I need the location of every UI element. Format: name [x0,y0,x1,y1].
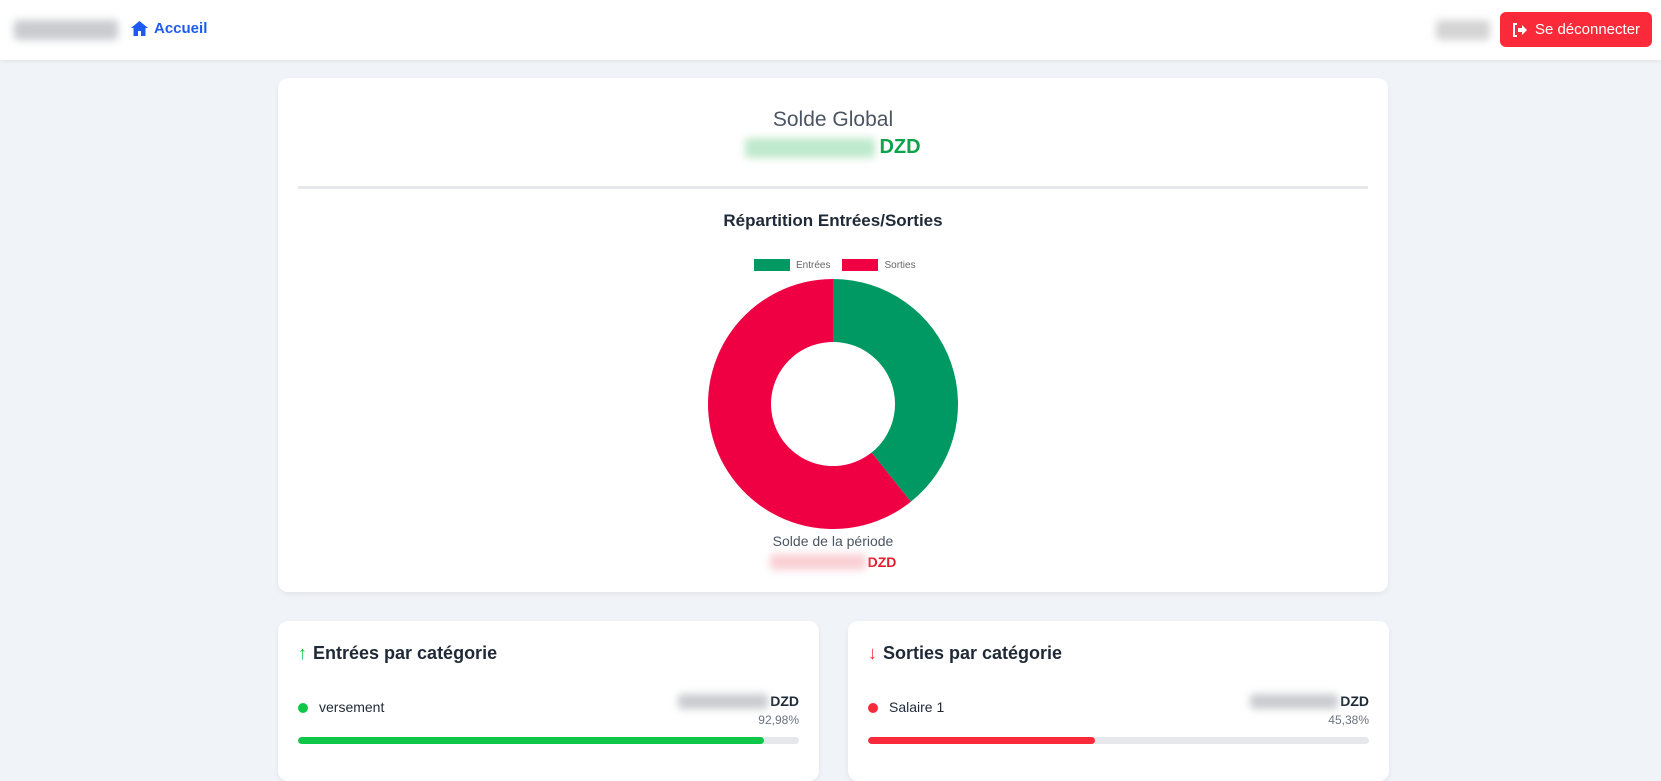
global-balance-value: DZD [278,136,1388,159]
progress-fill [868,737,1096,744]
period-balance-label: Solde de la période [772,533,894,549]
arrow-up-icon: ↑ [298,643,307,663]
amount-blurred [745,137,876,158]
donut-slice-sorties[interactable] [708,279,911,529]
sign-out-icon [1512,22,1527,37]
progress-bar [298,737,799,744]
divider [298,186,1368,189]
category-label: Salaire 1 [889,699,945,715]
top-bar: Accueil Se déconnecter [0,0,1661,60]
currency: DZD [879,136,921,158]
entrees-card: ↑ Entrées par catégorie versement DZD 92,… [278,621,819,781]
sorties-title: Sorties par catégorie [883,643,1063,663]
category-amount: DZD [678,693,799,709]
legend-label-sorties[interactable]: Sorties [884,259,916,271]
logout-label: Se déconnecter [1534,21,1641,38]
chart-legend: Entrées Sorties [754,259,916,271]
legend-swatch-sorties [842,259,879,271]
progress-bar [868,737,1369,744]
currency: DZD [770,693,799,709]
category-percent: 92,98% [758,713,799,727]
home-label: Accueil [154,20,208,37]
category-amount: DZD [1250,693,1369,709]
currency: DZD [867,554,897,570]
category-label: versement [319,699,385,715]
donut-chart [708,279,959,529]
period-balance-value: DZD [278,554,1388,570]
amount-blurred [769,554,866,570]
sorties-card: ↓ Sorties par catégorie Salaire 1 DZD 45,… [848,621,1389,781]
global-balance-title: Solde Global [772,108,894,131]
brand-logo-blurred [14,20,118,40]
currency: DZD [1340,693,1369,709]
category-percent: 45,38% [1328,713,1369,727]
category-dot [868,703,878,713]
home-link[interactable]: Accueil [131,20,207,37]
amount-blurred [678,693,769,709]
category-dot [298,703,308,713]
legend-label-entrees[interactable]: Entrées [796,259,831,271]
entrees-heading: ↑ Entrées par catégorie [298,643,497,664]
logout-button[interactable]: Se déconnecter [1500,12,1652,47]
legend-swatch-entrees [754,259,790,271]
chart-title: Répartition Entrées/Sorties [723,211,943,230]
balance-card: Solde Global DZD Répartition Entrées/Sor… [278,78,1388,592]
amount-blurred [1250,693,1339,709]
sorties-heading: ↓ Sorties par catégorie [868,643,1062,664]
progress-fill [298,737,764,744]
entrees-title: Entrées par catégorie [313,643,498,663]
arrow-down-icon: ↓ [868,643,877,663]
donut-slice-entrées[interactable] [833,279,959,502]
user-name-blurred [1436,20,1490,40]
home-icon [131,21,148,36]
